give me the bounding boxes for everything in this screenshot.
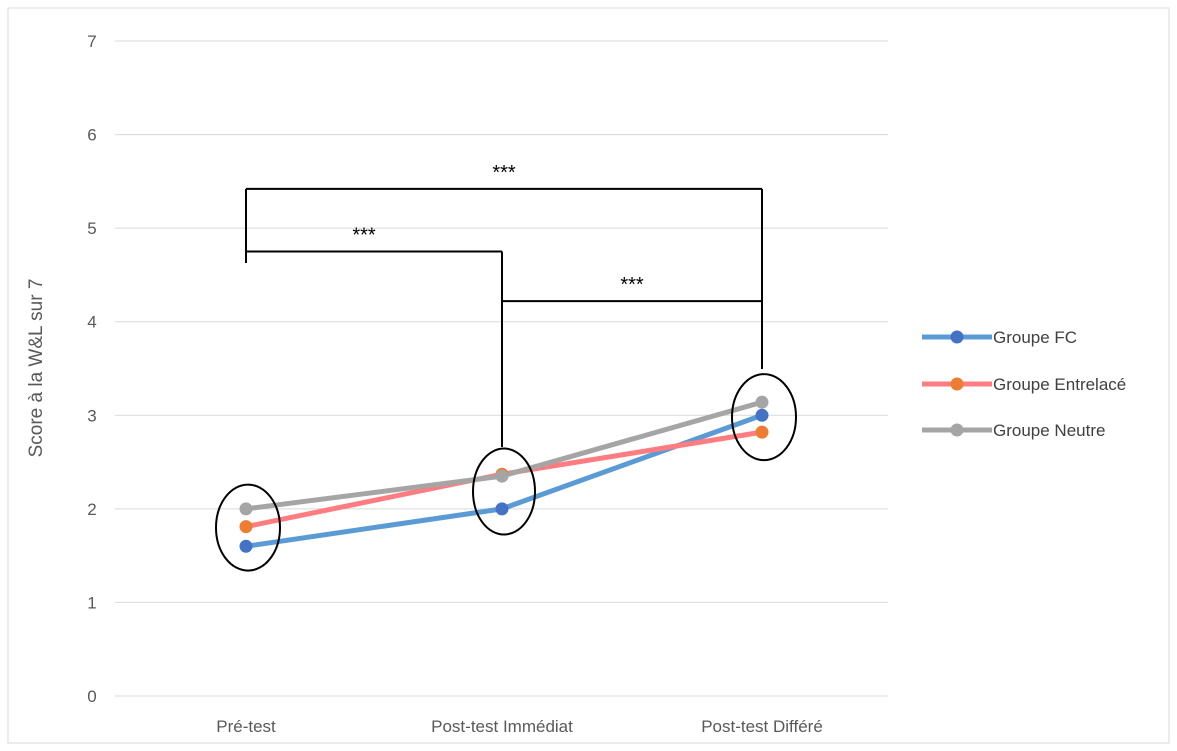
legend-label: Groupe Neutre — [993, 421, 1105, 440]
data-point — [755, 425, 769, 439]
legend-swatch-marker — [950, 330, 964, 344]
data-point — [239, 539, 253, 553]
y-tick-label: 6 — [87, 126, 96, 145]
legend: Groupe FC Groupe Entrelacé Groupe Neutre — [922, 328, 1126, 440]
legend-label: Groupe Entrelacé — [993, 375, 1126, 394]
data-point — [239, 502, 253, 516]
y-axis-title: Score à la W&L sur 7 — [26, 279, 47, 458]
highlight-ellipse — [472, 447, 536, 536]
series-lines — [239, 395, 769, 553]
y-tick-label: 0 — [87, 687, 96, 706]
data-point — [239, 520, 253, 534]
y-tick-label: 3 — [87, 406, 96, 425]
x-tick-label: Post-test Immédiat — [431, 717, 573, 736]
data-point — [755, 395, 769, 409]
significance-label: *** — [492, 162, 516, 184]
x-axis-ticks: Pré-test Post-test Immédiat Post-test Diff… — [216, 717, 823, 736]
highlight-circles — [215, 373, 797, 572]
data-point — [755, 408, 769, 422]
x-tick-label: Post-test Différé — [701, 717, 823, 736]
legend-swatch-marker — [950, 377, 964, 391]
y-tick-label: 4 — [87, 313, 96, 332]
significance-brackets: *** *** *** — [245, 162, 763, 447]
y-axis-ticks: 0 1 2 3 4 5 6 7 — [87, 32, 96, 706]
y-tick-label: 5 — [87, 219, 96, 238]
x-tick-label: Pré-test — [216, 717, 276, 736]
data-point — [495, 502, 509, 516]
highlight-ellipse — [215, 483, 281, 572]
chart-border — [7, 7, 1170, 744]
y-tick-label: 7 — [87, 32, 96, 51]
data-point — [495, 469, 509, 483]
y-tick-label: 2 — [87, 500, 96, 519]
legend-swatch-marker — [950, 423, 964, 437]
y-tick-label: 1 — [87, 593, 96, 612]
significance-label: *** — [620, 274, 644, 296]
highlight-ellipse — [731, 373, 797, 462]
legend-label: Groupe FC — [993, 328, 1077, 347]
significance-label: *** — [352, 225, 376, 247]
